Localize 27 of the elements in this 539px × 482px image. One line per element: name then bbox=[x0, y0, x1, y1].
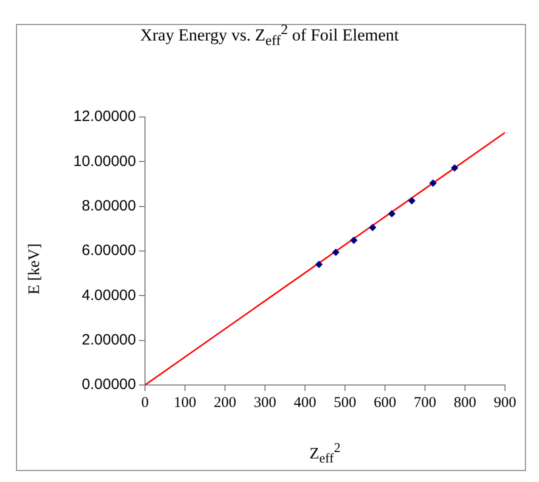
y-tick-label: 12.00000 bbox=[73, 108, 136, 126]
x-tick-label: 400 bbox=[294, 394, 316, 411]
x-tick-label: 800 bbox=[454, 394, 476, 411]
x-tick-label: 300 bbox=[254, 394, 276, 411]
x-tick-label: 200 bbox=[214, 394, 236, 411]
x-tick-label: 900 bbox=[494, 394, 516, 411]
x-tick-label: 700 bbox=[414, 394, 436, 411]
point bbox=[451, 164, 458, 172]
point bbox=[388, 210, 396, 218]
y-tick-label: 10.00000 bbox=[73, 152, 136, 170]
point bbox=[332, 248, 340, 256]
y-tick-label: 6.00000 bbox=[82, 242, 136, 260]
y-tick-label: 4.00000 bbox=[82, 286, 136, 304]
x-tick-label: 600 bbox=[374, 394, 396, 411]
x-tick-label: 0 bbox=[141, 394, 149, 411]
y-tick-label: 8.00000 bbox=[82, 197, 136, 214]
point bbox=[350, 236, 358, 244]
chart-title: Xray Energy vs. Z$_{eff}$$^{2}$ of Foil Element bbox=[139, 22, 400, 50]
y-tick-label: 2.00000 bbox=[82, 331, 136, 348]
y-tick-label: 0.00000 bbox=[82, 376, 136, 394]
x-tick-label: 500 bbox=[334, 394, 356, 411]
y-axis-title: E [keV] bbox=[26, 242, 44, 297]
point bbox=[430, 180, 436, 187]
point bbox=[369, 224, 376, 232]
point bbox=[408, 197, 416, 204]
point bbox=[316, 260, 322, 268]
x-tick-label: 100 bbox=[174, 394, 196, 411]
